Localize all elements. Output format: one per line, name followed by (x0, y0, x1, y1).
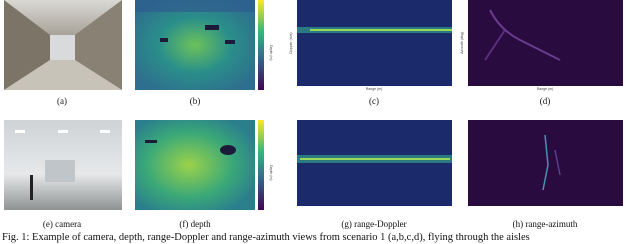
y-axis-label: Doppler (m/s) (289, 32, 293, 53)
subfigure-label: (b) (190, 96, 201, 106)
subfigure-label: (f) depth (179, 219, 211, 229)
range-doppler-plot (297, 120, 452, 206)
subfigure-label: (c) (369, 96, 379, 106)
camera-image (4, 0, 122, 90)
colorbar-label: Depth (m) (269, 45, 273, 61)
range-azimuth-plot: Range (m) Azimuth (deg) (460, 0, 623, 91)
subfigure-label: (e) camera (43, 219, 81, 229)
subfigure-label: (h) range-azimuth (513, 219, 578, 229)
range-azimuth-plot (468, 120, 623, 206)
subfigure-label: (a) (57, 96, 67, 106)
camera-image (4, 120, 122, 210)
colorbar-label: Depth (m) (269, 165, 273, 181)
subfigure-label: (g) range-Doppler (341, 219, 406, 229)
x-axis-label: Range (m) (537, 87, 554, 91)
x-axis-label: Range (m) (366, 87, 383, 91)
caption: Fig. 1: Example of camera, depth, range-… (2, 232, 530, 243)
y-axis-label: Azimuth (deg) (460, 32, 464, 54)
subfigure-label: (d) (540, 96, 551, 106)
depth-image: Depth (m) (135, 120, 273, 210)
depth-image: Depth (m) (135, 0, 273, 90)
range-doppler-plot: Range (m) Doppler (m/s) (289, 0, 452, 91)
